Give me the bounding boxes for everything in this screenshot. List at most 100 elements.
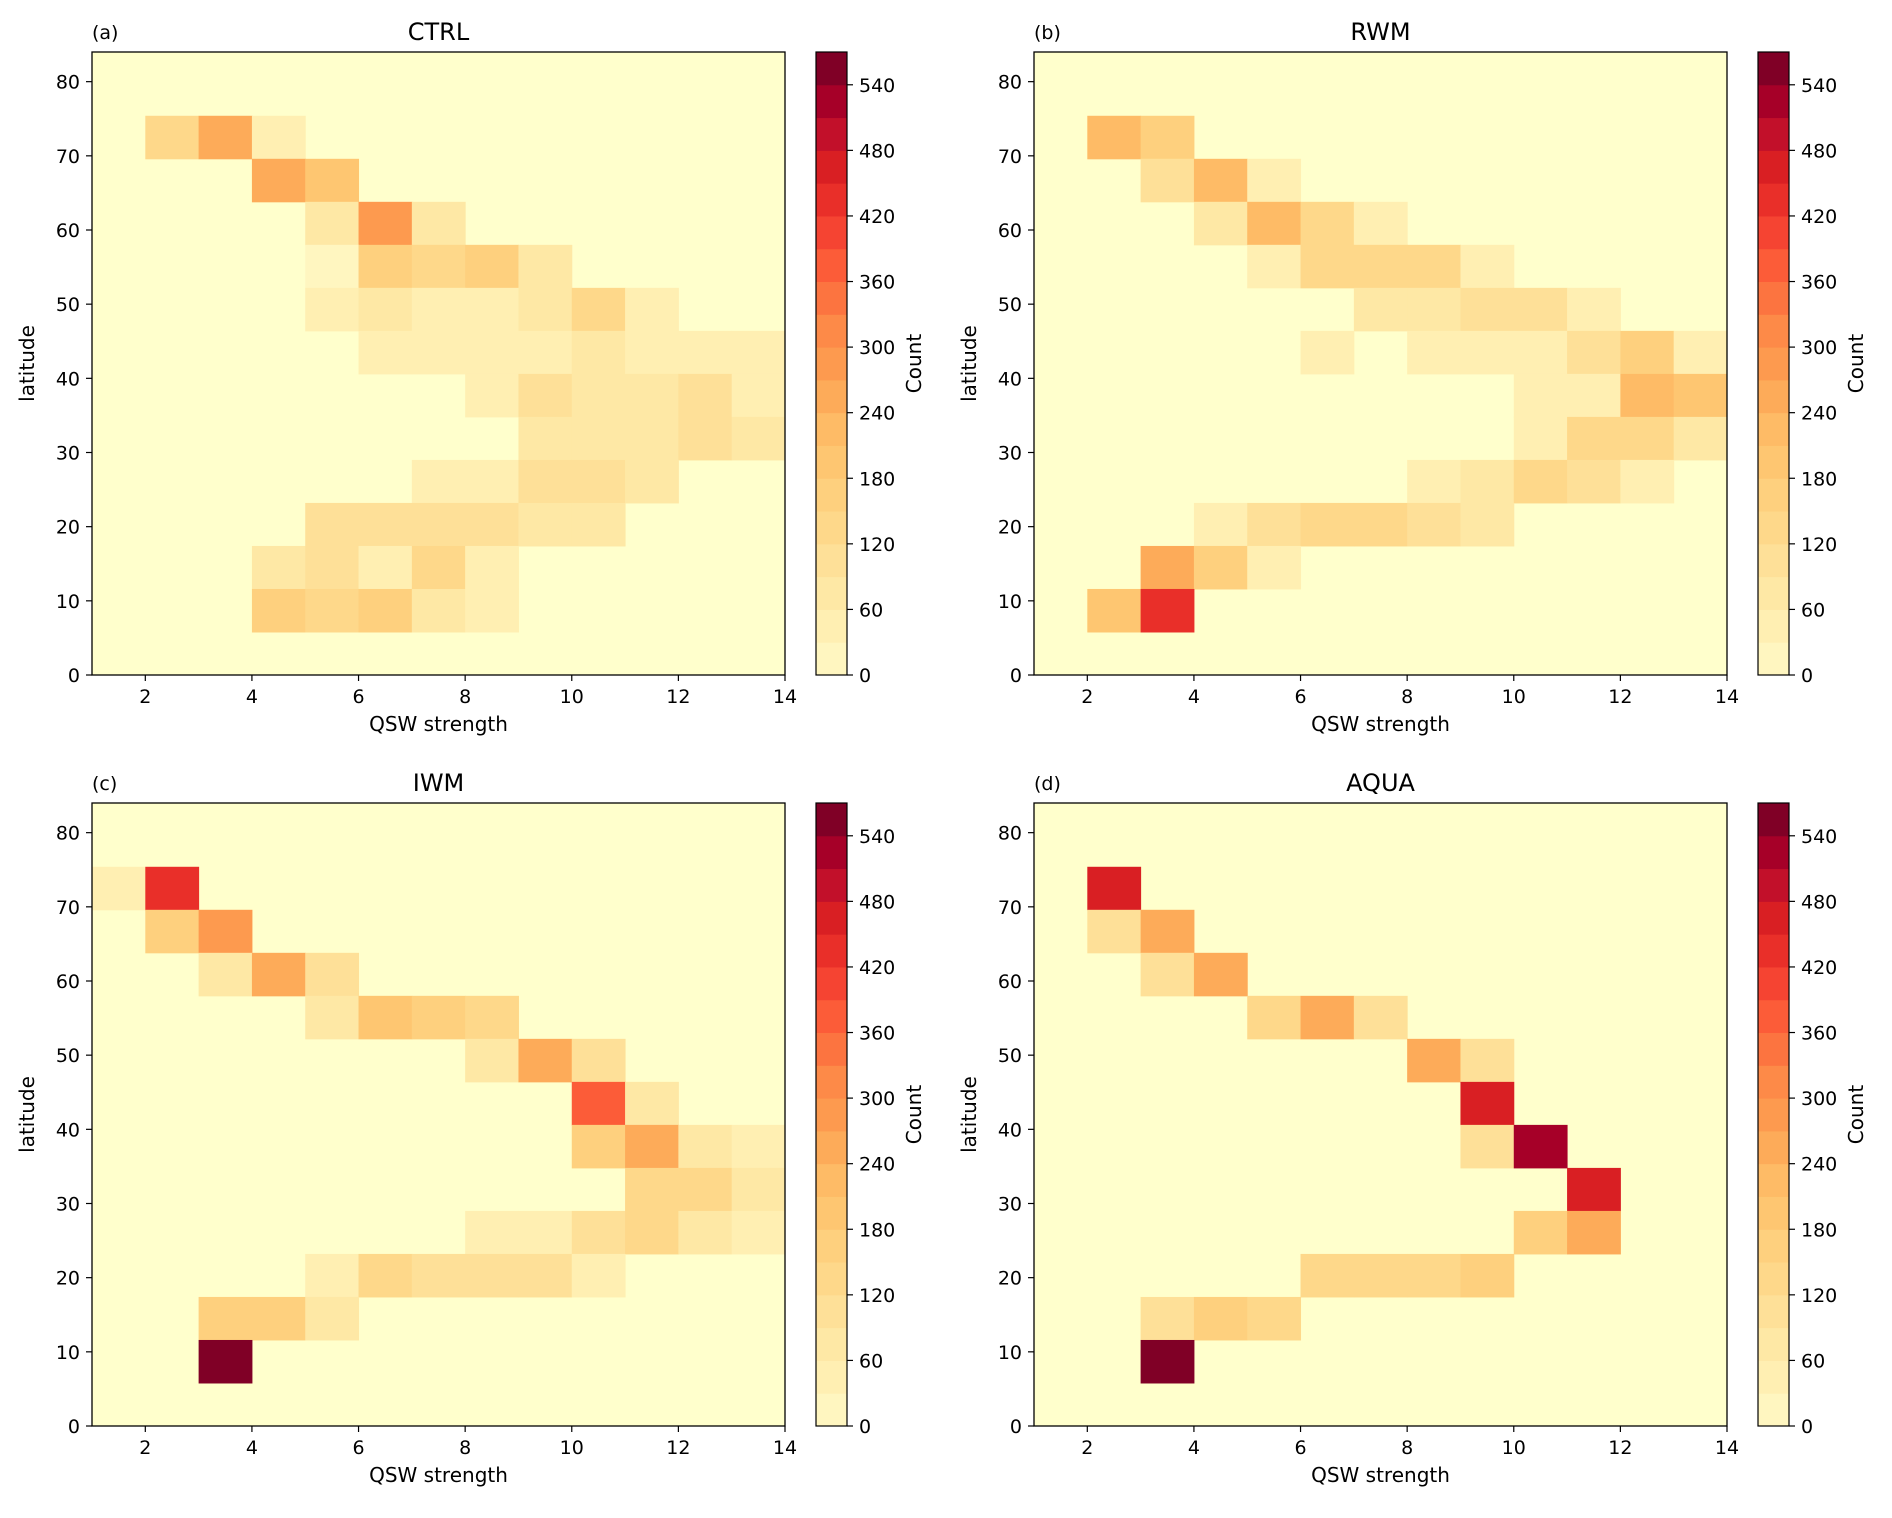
y-tick-label: 30 [998,1194,1022,1216]
x-tick-label: 2 [139,1437,151,1459]
heatmap-cell [465,330,519,375]
heatmap-cell [305,1253,360,1298]
panel-iwm: 2 4 6 8 10 12 14 0 10 20 30 40 50 60 70 80 QSW strength l… [15,769,926,1487]
colorbar-segment [816,478,847,512]
colorbar-tick-label: 540 [859,75,895,97]
heatmap-cell [251,545,306,590]
y-tick-label: 40 [56,1119,80,1141]
colorbar-segment [1758,642,1789,676]
heatmap-cell [571,416,626,461]
y-tick-label: 10 [56,1342,80,1364]
colorbar-segment [816,347,847,381]
heatmap-cell [1460,1081,1515,1126]
heatmap-cell [465,588,519,633]
colorbar-segment [1758,1196,1789,1230]
heatmap-cell [92,866,146,911]
heatmap-cell [1193,952,1248,997]
x-tick-label: 8 [459,686,471,708]
colorbar-segment [816,1393,847,1427]
heatmap-cell [1407,1038,1461,1083]
colorbar-tick-label: 60 [1801,599,1825,621]
heatmap-cell [358,995,413,1040]
heatmap-cell [1460,1038,1515,1083]
x-tick-label: 6 [1294,686,1306,708]
colorbar-segment [1758,52,1789,86]
colorbar-segment [1758,248,1789,283]
heatmap-cell [305,287,360,332]
colorbar-segment [1758,1262,1789,1296]
heatmap-cell [305,545,360,590]
heatmap-cell [465,995,519,1040]
heatmap-cell [411,201,466,246]
heatmap-cell [1673,330,1728,375]
heatmap-cell [1460,459,1515,504]
colorbar-tick-label: 420 [1801,206,1837,228]
x-axis-label: QSW strength [369,1463,508,1487]
colorbar-tick-label: 420 [1801,957,1837,979]
heatmap-cell [1567,1167,1621,1212]
y-tick-label: 20 [998,517,1022,539]
colorbar-tick-label: 300 [859,1088,895,1110]
heatmap-cell [411,588,466,633]
heatmap-cell [465,459,519,504]
heatmap-cell [518,416,573,461]
heatmap-cell [1673,416,1728,461]
heatmap-cell [1193,201,1248,246]
x-tick-label: 2 [1081,686,1093,708]
x-tick-label: 6 [352,686,364,708]
panel-label: (c) [92,773,117,795]
panel-title: AQUA [1346,769,1415,797]
colorbar-segment [1758,183,1789,217]
x-tick-label: 10 [1502,686,1526,708]
heatmap-cell [1513,1124,1568,1169]
heatmap-cell [1513,287,1568,332]
x-tick-label: 2 [1081,1437,1093,1459]
x-tick-label: 4 [1188,1437,1200,1459]
colorbar-segment [816,1294,847,1329]
heatmap-cell [1567,416,1621,461]
colorbar-segment [816,1065,847,1099]
heatmap-cell [1300,502,1355,547]
heatmap-cell [1513,373,1568,418]
heatmap-cell [465,502,519,547]
heatmap-cell [1140,1339,1195,1384]
y-tick-label: 0 [68,665,80,687]
y-tick-label: 50 [998,1045,1022,1067]
heatmap-cell [1460,1124,1515,1169]
heatmap-cell [305,588,360,633]
heatmap-cell [145,866,200,911]
x-tick-label: 8 [459,1437,471,1459]
colorbar-segment [1758,511,1789,545]
colorbar-label: Count [1844,334,1868,394]
x-tick-label: 10 [560,1437,584,1459]
heatmap-cell [571,1210,626,1255]
y-tick-label: 10 [998,1342,1022,1364]
y-tick-label: 30 [998,443,1022,465]
colorbar-tick-label: 360 [1801,1023,1837,1045]
colorbar-segment [816,1360,847,1394]
heatmap-cell [1087,115,1142,160]
colorbar-frame [1757,51,1790,676]
heatmap-cell [1567,1210,1621,1255]
heatmap-cell [1353,995,1408,1040]
heatmap-cell [1353,287,1408,332]
colorbar-tick-label: 0 [1801,665,1813,687]
colorbar-segment [816,150,847,184]
heatmap-cell [1620,373,1675,418]
heatmap-cell [145,909,200,954]
colorbar-segment [816,1032,847,1066]
colorbar-segment [816,1098,847,1132]
colorbar-segment [1758,1327,1789,1361]
colorbar-frame [1757,802,1790,1427]
heatmap-cell [305,158,360,203]
panel-label: (a) [92,22,118,44]
colorbar-segment [1758,215,1789,250]
heatmap-cell [198,909,253,954]
colorbar-tick-label: 0 [859,1416,871,1438]
colorbar: 0 60 120 180 240 300 360 420 480 540 Count [1757,51,1868,687]
heatmap-cell [305,952,360,997]
colorbar-tick-label: 540 [1801,75,1837,97]
y-tick-label: 20 [56,1268,80,1290]
heatmap-cell [1353,502,1408,547]
colorbar-segment [1758,117,1789,151]
